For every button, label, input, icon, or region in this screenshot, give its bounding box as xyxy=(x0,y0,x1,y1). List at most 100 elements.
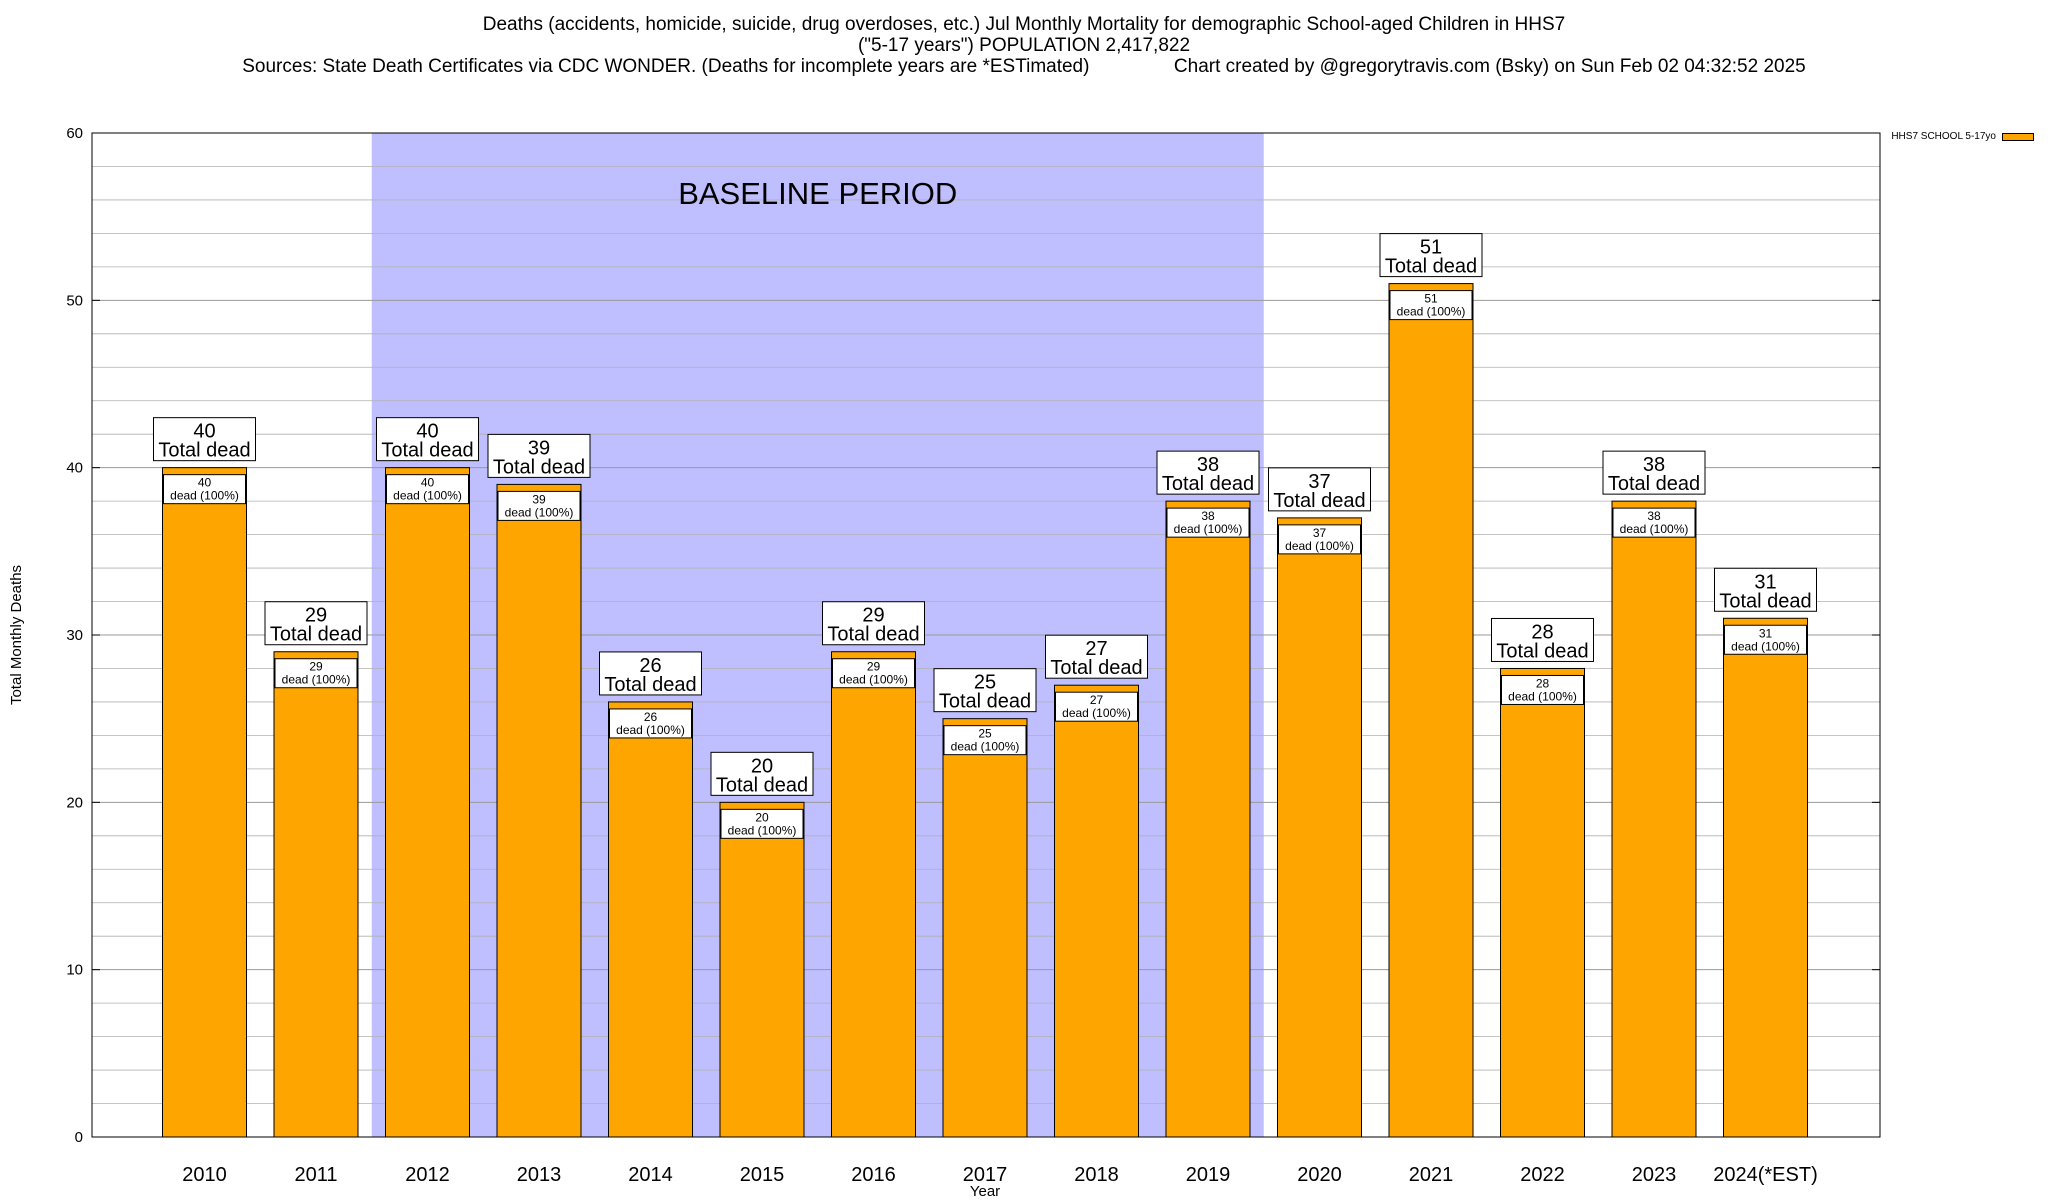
inner-label-text: dead (100%) xyxy=(282,673,351,687)
chart-title-line-3: Sources: State Death Certificates via CD… xyxy=(242,56,1806,77)
inner-label-text: dead (100%) xyxy=(170,489,239,503)
inner-label-value: 25 xyxy=(978,727,992,741)
inner-label-box xyxy=(943,725,1027,756)
legend-swatch xyxy=(2002,132,2034,141)
total-label-box xyxy=(376,417,479,462)
x-tick-label: 2017 xyxy=(963,1164,1008,1186)
total-label-text: Total dead xyxy=(1608,473,1700,495)
bar-2018 xyxy=(1054,684,1139,1138)
inner-label-value: 27 xyxy=(1090,693,1104,707)
inner-label-box xyxy=(609,708,692,739)
inner-label-box xyxy=(386,474,469,505)
y-tick-label: 50 xyxy=(66,292,83,309)
inner-label-box xyxy=(1724,624,1807,655)
inner-label-value: 31 xyxy=(1759,626,1773,640)
total-label-text: Total dead xyxy=(270,624,362,646)
total-label-box xyxy=(933,668,1037,713)
total-label-text: Total dead xyxy=(604,674,696,696)
x-tick-label: 2024(*EST) xyxy=(1713,1164,1818,1186)
inner-label-value: 40 xyxy=(421,476,435,490)
total-label-text: Total dead xyxy=(716,774,808,796)
data-label: 29 xyxy=(862,605,884,627)
total-label-text: Total dead xyxy=(1385,256,1477,278)
y-tick-label: 0 xyxy=(75,1129,83,1146)
data-label: 28 xyxy=(1531,621,1553,643)
inner-label-value: 20 xyxy=(755,810,769,824)
inner-label-box xyxy=(163,474,246,505)
bar-2023 xyxy=(1611,500,1697,1138)
total-label-text: Total dead xyxy=(939,691,1031,713)
inner-label-text: dead (100%) xyxy=(1620,522,1689,536)
x-tick-label: 2013 xyxy=(517,1164,562,1186)
inner-label-text: dead (100%) xyxy=(505,505,574,519)
bar-2017 xyxy=(942,718,1028,1138)
total-label-text: Total dead xyxy=(493,456,585,478)
inner-label-text: dead (100%) xyxy=(1508,689,1577,703)
data-label: 38 xyxy=(1643,454,1665,476)
total-label-box xyxy=(710,751,814,796)
inner-label-text: dead (100%) xyxy=(1174,522,1243,536)
total-label-box xyxy=(599,651,702,696)
total-label-text: Total dead xyxy=(1273,490,1365,512)
inner-label-box xyxy=(1612,507,1696,538)
x-tick-label: 2015 xyxy=(740,1164,785,1186)
inner-label-box xyxy=(1166,507,1250,538)
data-label: 39 xyxy=(528,437,550,459)
bar-2011 xyxy=(273,651,359,1138)
data-label: 38 xyxy=(1197,454,1219,476)
bar-2019 xyxy=(1165,500,1251,1138)
data-label: 20 xyxy=(751,755,773,777)
inner-label-value: 29 xyxy=(309,660,323,674)
total-label-box xyxy=(1491,617,1594,662)
total-label-text: Total dead xyxy=(1162,473,1254,495)
total-label-box xyxy=(1045,634,1148,679)
inner-label-value: 40 xyxy=(198,476,212,490)
y-tick-label: 10 xyxy=(66,962,83,979)
inner-label-box xyxy=(1278,524,1361,555)
total-label-box xyxy=(1602,450,1706,495)
inner-label-text: dead (100%) xyxy=(1285,539,1354,553)
data-label: 27 xyxy=(1085,638,1107,660)
data-label: 40 xyxy=(193,421,215,443)
total-label-box xyxy=(487,433,591,478)
inner-label-text: dead (100%) xyxy=(728,823,797,837)
chart-titles: Deaths (accidents, homicide, suicide, dr… xyxy=(0,14,2048,77)
data-label: 25 xyxy=(974,672,996,694)
inner-label-box xyxy=(720,808,804,839)
data-label: 26 xyxy=(639,655,661,677)
total-label-box xyxy=(264,601,368,646)
bar-2021 xyxy=(1388,283,1474,1138)
inner-label-value: 26 xyxy=(644,710,658,724)
x-tick-label: 2019 xyxy=(1186,1164,1231,1186)
y-tick-label: 30 xyxy=(66,627,83,644)
bar-2010 xyxy=(162,467,247,1138)
inner-label-value: 38 xyxy=(1201,509,1215,523)
total-label-text: Total dead xyxy=(1050,657,1142,679)
inner-label-text: dead (100%) xyxy=(1397,305,1466,319)
data-label: 29 xyxy=(305,605,327,627)
total-label-text: Total dead xyxy=(827,624,919,646)
inner-label-text: dead (100%) xyxy=(1731,639,1800,653)
total-label-text: Total dead xyxy=(381,440,473,462)
total-label-box xyxy=(1714,567,1817,612)
inner-label-box xyxy=(1389,290,1473,321)
x-axis-label: Year xyxy=(970,1183,1000,1200)
total-label-text: Total dead xyxy=(1496,640,1588,662)
legend: HHS7 SCHOOL 5-17yo xyxy=(1891,131,2034,142)
inner-label-text: dead (100%) xyxy=(393,489,462,503)
x-tick-label: 2020 xyxy=(1297,1164,1342,1186)
inner-label-value: 38 xyxy=(1647,509,1661,523)
x-tick-label: 2018 xyxy=(1074,1164,1119,1186)
inner-label-value: 29 xyxy=(867,660,881,674)
inner-label-value: 39 xyxy=(532,492,546,506)
bar-2014 xyxy=(608,701,693,1138)
x-tick-label: 2011 xyxy=(294,1164,337,1186)
inner-label-box xyxy=(274,658,358,689)
total-label-box xyxy=(153,417,256,462)
bar-2024(*EST) xyxy=(1723,617,1808,1138)
x-tick-label: 2012 xyxy=(405,1164,450,1186)
data-label: 37 xyxy=(1308,471,1330,493)
total-label-box xyxy=(822,601,925,646)
total-label-box xyxy=(1268,467,1371,512)
bar-2015 xyxy=(719,801,805,1138)
